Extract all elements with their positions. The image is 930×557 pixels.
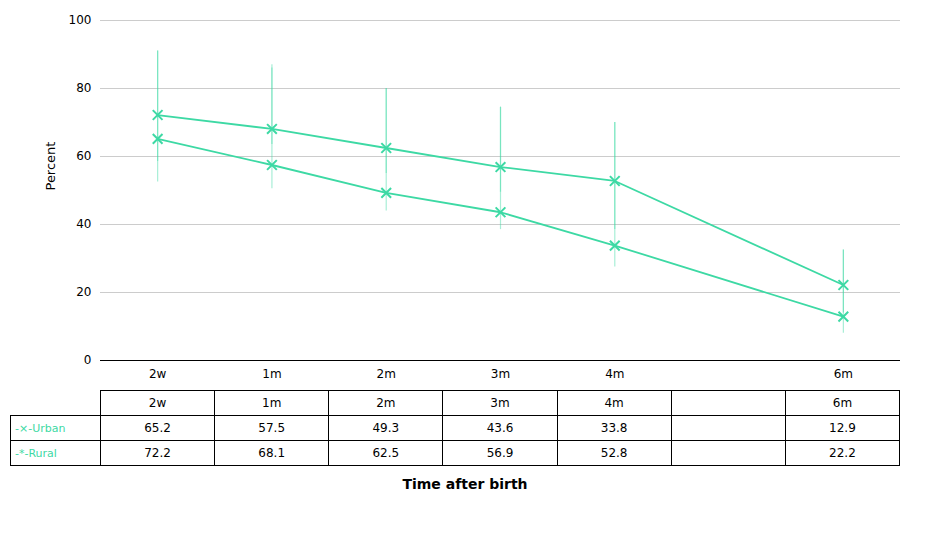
html-text:4m: 4m xyxy=(604,396,624,410)
svg-text:100: 100 xyxy=(69,13,92,27)
html-text:Time after birth: Time after birth xyxy=(402,476,528,492)
svg-text:6m: 6m xyxy=(834,367,853,381)
svg-text:60: 60 xyxy=(76,149,91,163)
svg-text:2m: 2m xyxy=(377,367,396,381)
html-text:2w: 2w xyxy=(148,396,167,410)
html-text:1m: 1m xyxy=(262,396,282,410)
html-text:65.2: 65.2 xyxy=(144,421,171,435)
html-text:56.9: 56.9 xyxy=(486,446,514,460)
svg-text:4m: 4m xyxy=(605,367,624,381)
svg-text:80: 80 xyxy=(76,81,91,95)
html-text:2m: 2m xyxy=(376,396,396,410)
svg-text:1m: 1m xyxy=(262,367,281,381)
html-text:22.2: 22.2 xyxy=(829,446,856,460)
html-text:12.9: 12.9 xyxy=(829,421,856,435)
html-text:68.1: 68.1 xyxy=(258,446,286,460)
html-text:3m: 3m xyxy=(490,396,510,410)
html-text:6m: 6m xyxy=(832,396,853,410)
svg-text:0: 0 xyxy=(84,353,92,367)
svg-text:20: 20 xyxy=(76,285,91,299)
svg-text:40: 40 xyxy=(76,217,91,231)
svg-text:Percent: Percent xyxy=(43,142,58,191)
html-text:57.5: 57.5 xyxy=(258,421,286,435)
html-text:-*-Rural: -*-Rural xyxy=(15,446,57,460)
svg-text:3m: 3m xyxy=(491,367,510,381)
html-text:72.2: 72.2 xyxy=(144,446,171,460)
svg-text:2w: 2w xyxy=(149,367,167,381)
html-text:-×-Urban: -×-Urban xyxy=(15,421,66,435)
html-text:33.8: 33.8 xyxy=(600,421,628,435)
html-text:52.8: 52.8 xyxy=(600,446,628,460)
html-text:49.3: 49.3 xyxy=(372,421,400,435)
html-text:62.5: 62.5 xyxy=(372,446,400,460)
html-text:43.6: 43.6 xyxy=(486,421,514,435)
